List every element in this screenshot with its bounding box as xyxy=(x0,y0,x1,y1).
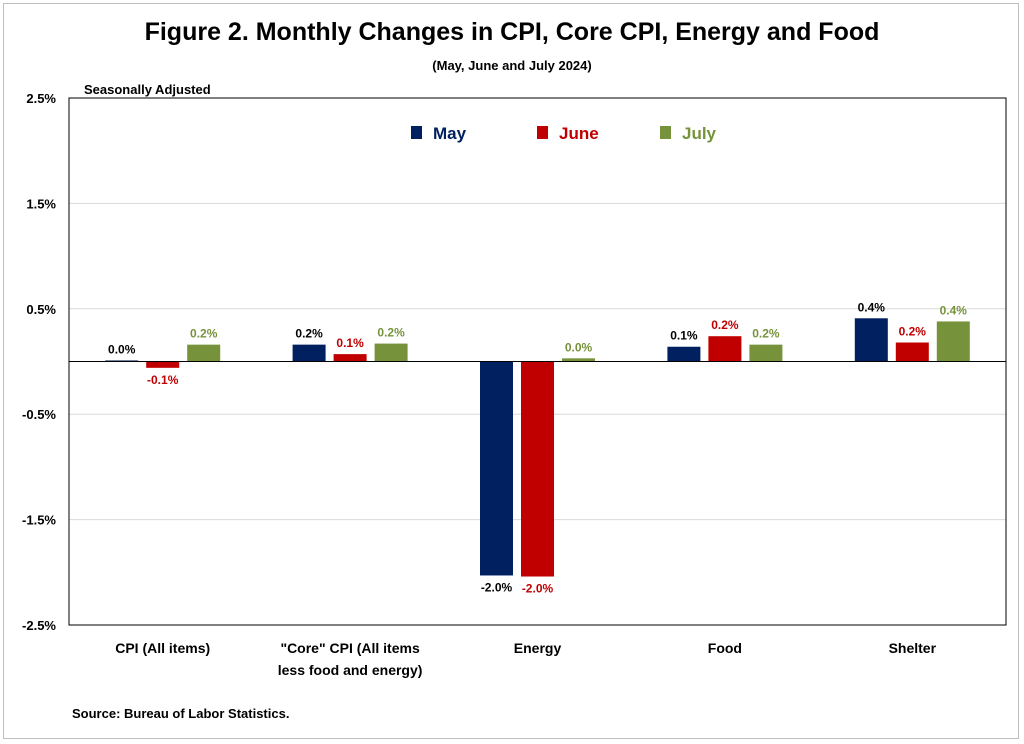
bar xyxy=(374,343,408,362)
bar xyxy=(480,361,513,576)
data-label: -0.1% xyxy=(147,373,179,387)
data-label: 0.0% xyxy=(108,342,136,356)
data-label: 0.1% xyxy=(336,336,364,350)
data-label: 0.4% xyxy=(858,300,886,314)
bar xyxy=(708,336,742,362)
y-tick-label: 0.5% xyxy=(26,302,56,317)
legend-swatch xyxy=(537,126,548,139)
category-label: Food xyxy=(708,640,742,656)
category-label: "Core" CPI (All items xyxy=(280,640,420,656)
legend-swatch xyxy=(660,126,671,139)
category-label: Energy xyxy=(514,640,562,656)
data-label: 0.2% xyxy=(377,326,405,340)
bar xyxy=(936,321,970,362)
chart-frame xyxy=(3,3,1019,739)
chart-subtitle: (May, June and July 2024) xyxy=(432,58,592,73)
data-label: 0.2% xyxy=(899,325,927,339)
bar xyxy=(749,344,783,362)
data-label: 0.2% xyxy=(295,327,323,341)
category-label: Shelter xyxy=(889,640,937,656)
data-label: -2.0% xyxy=(481,580,513,594)
bar xyxy=(521,361,554,577)
data-label: 0.2% xyxy=(752,327,780,341)
bar xyxy=(333,354,367,362)
data-label: 0.2% xyxy=(711,318,739,332)
data-label: -2.0% xyxy=(522,582,554,596)
bar xyxy=(146,361,180,368)
data-label: 0.1% xyxy=(670,329,698,343)
legend-label: June xyxy=(559,124,599,143)
data-label: 0.4% xyxy=(940,303,968,317)
legend-label: May xyxy=(433,124,467,143)
category-label: less food and energy) xyxy=(278,662,423,678)
y-tick-label: 2.5% xyxy=(26,91,56,106)
seasonally-adjusted-note: Seasonally Adjusted xyxy=(84,82,211,97)
data-label: 0.2% xyxy=(190,327,218,341)
y-tick-label: 1.5% xyxy=(26,196,56,211)
y-tick-label: -2.5% xyxy=(22,618,56,633)
data-label: 0.0% xyxy=(565,340,593,354)
legend-swatch xyxy=(411,126,422,139)
legend-label: July xyxy=(682,124,717,143)
y-tick-label: -1.5% xyxy=(22,513,56,528)
bar xyxy=(667,346,701,362)
chart-title: Figure 2. Monthly Changes in CPI, Core C… xyxy=(144,18,880,46)
bar xyxy=(854,318,888,362)
source-note: Source: Bureau of Labor Statistics. xyxy=(72,706,290,721)
bar xyxy=(187,344,221,362)
category-label: CPI (All items) xyxy=(115,640,210,656)
bar xyxy=(292,344,326,362)
bar xyxy=(895,342,929,362)
bar xyxy=(562,358,595,362)
y-tick-label: -0.5% xyxy=(22,407,56,422)
